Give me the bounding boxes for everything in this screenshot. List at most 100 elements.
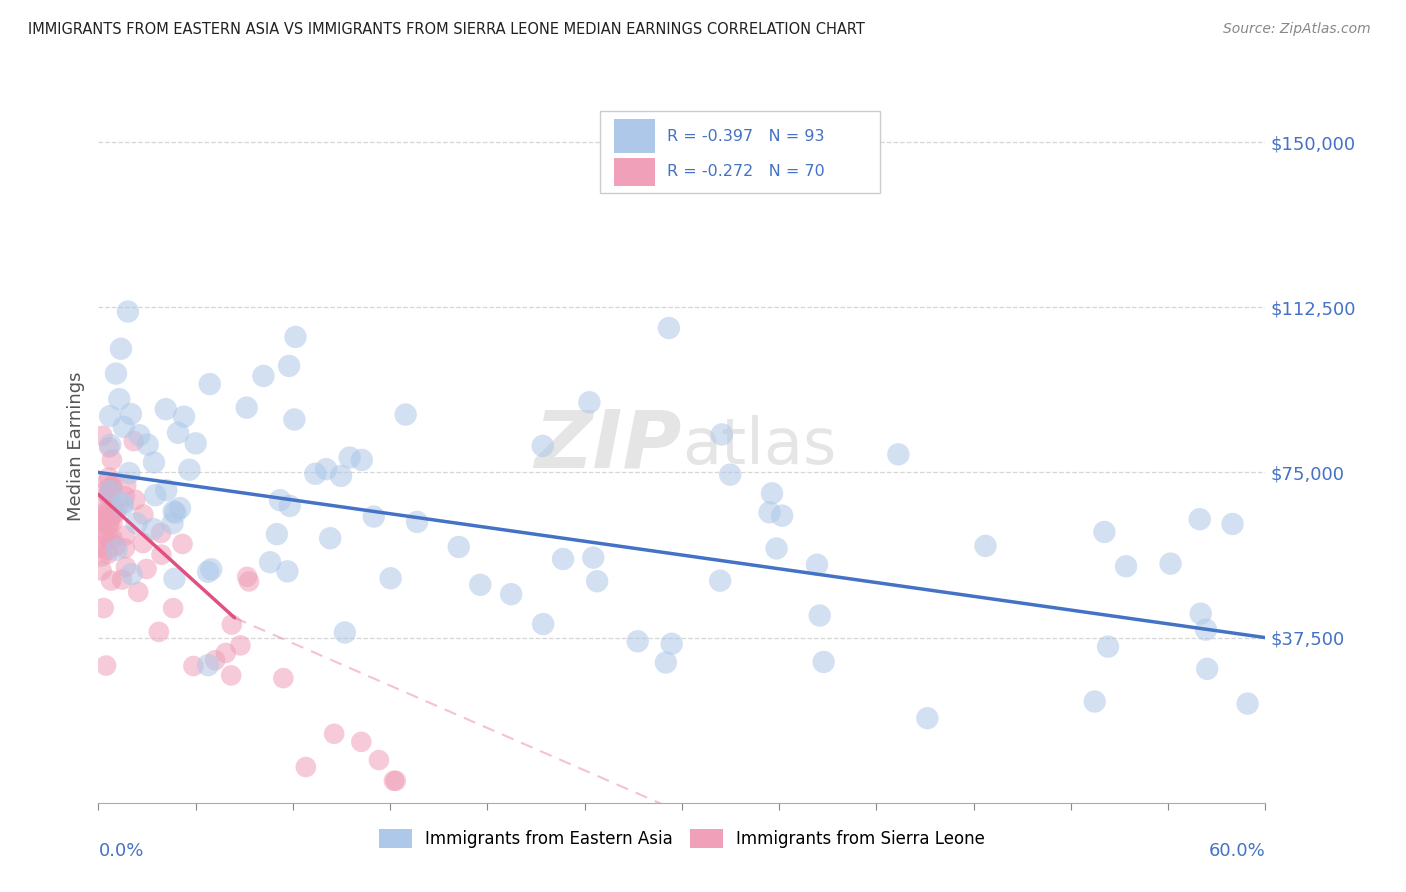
Point	[96, 543, 118, 558]
Point	[1195, 623, 1218, 637]
Point	[1197, 662, 1219, 676]
Point	[96, 475, 118, 489]
Point	[661, 637, 683, 651]
Point	[278, 499, 301, 513]
Point	[578, 395, 600, 409]
Point	[1084, 694, 1107, 708]
Point	[115, 478, 138, 492]
Point	[655, 656, 678, 670]
Point	[163, 572, 186, 586]
Point	[197, 565, 219, 579]
Point	[101, 515, 124, 529]
Point	[238, 574, 260, 589]
Point	[120, 407, 142, 421]
Point	[269, 493, 291, 508]
Point	[127, 585, 149, 599]
Point	[204, 653, 226, 667]
Point	[108, 392, 131, 407]
Text: atlas: atlas	[682, 415, 837, 477]
Point	[278, 359, 301, 373]
Point	[155, 402, 177, 417]
Point	[122, 434, 145, 448]
Point	[155, 483, 177, 497]
Bar	[614, 159, 655, 186]
Point	[406, 515, 429, 529]
Point	[111, 496, 134, 510]
Point	[135, 562, 157, 576]
Point	[315, 462, 337, 476]
Text: R = -0.272   N = 70: R = -0.272 N = 70	[666, 164, 824, 179]
Text: 60.0%: 60.0%	[1209, 842, 1265, 860]
Point	[531, 439, 554, 453]
Point	[235, 401, 257, 415]
Point	[169, 501, 191, 516]
Point	[501, 587, 523, 601]
Point	[382, 773, 405, 788]
Point	[125, 516, 148, 531]
Point	[148, 624, 170, 639]
Point	[97, 547, 120, 561]
Point	[142, 522, 165, 536]
Point	[221, 617, 243, 632]
Point	[90, 564, 112, 578]
Point	[266, 527, 288, 541]
Point	[114, 529, 136, 543]
Point	[98, 409, 121, 423]
Point	[94, 658, 117, 673]
Point	[718, 467, 741, 482]
Point	[385, 773, 408, 788]
Point	[90, 515, 112, 529]
Point	[114, 489, 136, 503]
Point	[333, 625, 356, 640]
Point	[447, 540, 470, 554]
Point	[98, 515, 121, 529]
Point	[162, 601, 184, 615]
Point	[96, 506, 118, 520]
Point	[1222, 516, 1244, 531]
Point	[183, 659, 205, 673]
Point	[93, 484, 115, 499]
Point	[380, 571, 402, 585]
Point	[100, 504, 122, 518]
Point	[974, 539, 997, 553]
Point	[1236, 697, 1258, 711]
Point	[627, 634, 650, 648]
Point	[813, 655, 835, 669]
Point	[93, 601, 115, 615]
Point	[304, 467, 326, 481]
Point	[582, 550, 605, 565]
Point	[100, 508, 122, 523]
Text: 0.0%: 0.0%	[98, 842, 143, 860]
Point	[395, 408, 418, 422]
Point	[100, 480, 122, 494]
Point	[276, 565, 298, 579]
Point	[229, 639, 252, 653]
Point	[132, 536, 155, 550]
Bar	[614, 120, 655, 153]
Point	[94, 500, 117, 515]
Point	[118, 466, 141, 480]
Point	[808, 608, 831, 623]
Point	[761, 486, 783, 500]
Point	[363, 509, 385, 524]
Point	[350, 735, 373, 749]
Text: Source: ZipAtlas.com: Source: ZipAtlas.com	[1223, 22, 1371, 37]
Point	[470, 578, 492, 592]
Point	[96, 515, 118, 529]
Point	[350, 453, 373, 467]
Point	[105, 542, 128, 557]
Point	[100, 483, 122, 498]
Point	[284, 330, 307, 344]
Point	[551, 552, 574, 566]
Point	[111, 500, 134, 514]
Point	[1188, 512, 1211, 526]
Point	[132, 508, 155, 522]
Point	[112, 420, 135, 434]
Point	[173, 409, 195, 424]
Point	[91, 429, 114, 443]
Point	[1189, 607, 1212, 621]
Point	[111, 573, 134, 587]
Point	[283, 412, 305, 426]
Point	[115, 560, 138, 574]
Point	[219, 668, 242, 682]
